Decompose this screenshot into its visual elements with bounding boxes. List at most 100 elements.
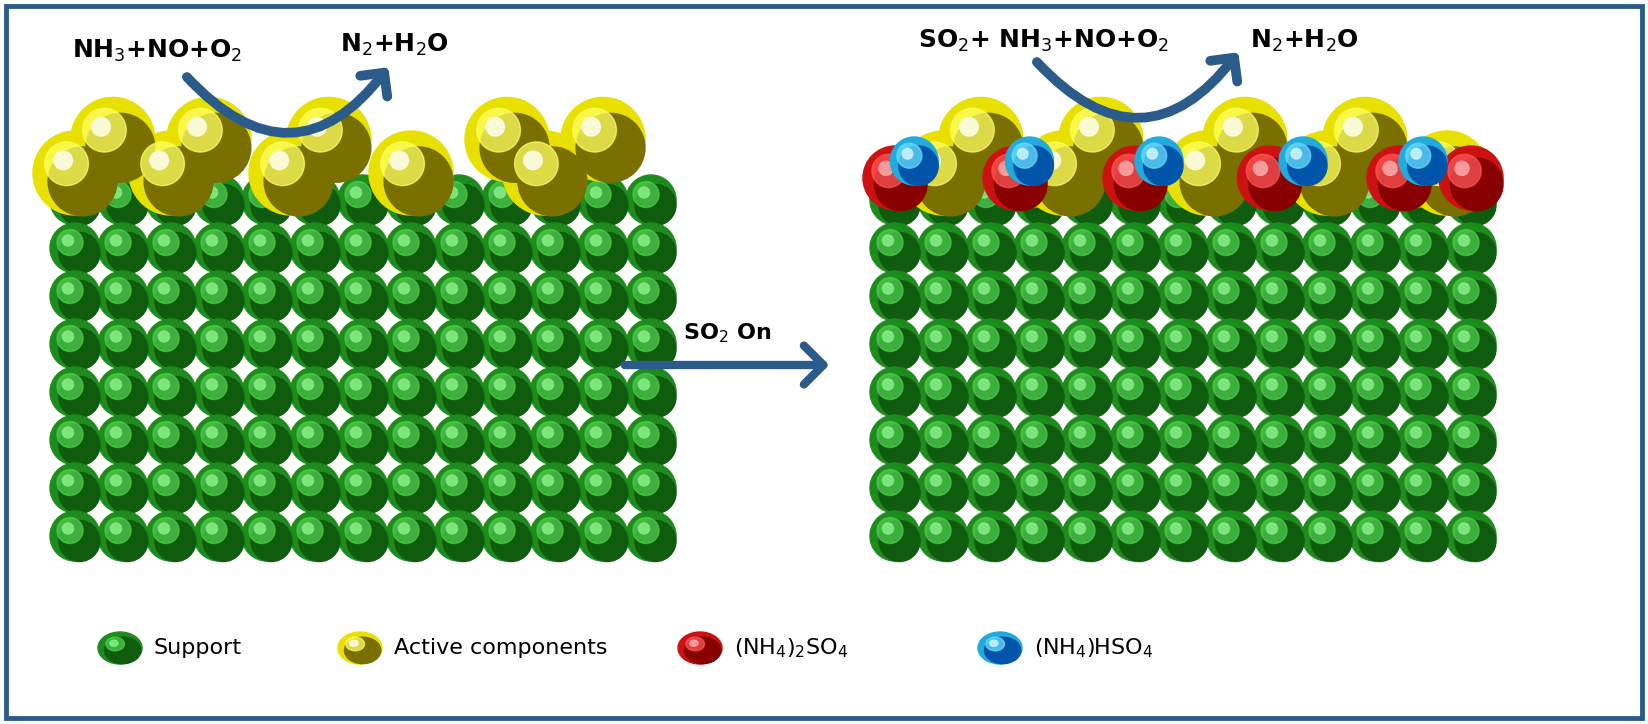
Circle shape <box>1142 143 1167 168</box>
Circle shape <box>931 235 941 246</box>
Circle shape <box>542 235 554 246</box>
Circle shape <box>1014 175 1065 225</box>
Circle shape <box>1111 223 1160 273</box>
Circle shape <box>634 376 676 418</box>
Circle shape <box>58 469 82 495</box>
Circle shape <box>97 415 148 465</box>
Circle shape <box>926 473 967 513</box>
Circle shape <box>1213 230 1239 256</box>
Circle shape <box>1070 230 1094 256</box>
Circle shape <box>972 230 999 256</box>
Circle shape <box>206 379 218 390</box>
Circle shape <box>1262 280 1304 321</box>
Circle shape <box>249 182 275 208</box>
Circle shape <box>465 98 549 182</box>
Circle shape <box>481 415 532 465</box>
Circle shape <box>1061 367 1112 417</box>
Circle shape <box>344 421 371 447</box>
Circle shape <box>1350 319 1401 369</box>
Circle shape <box>590 427 602 438</box>
Circle shape <box>1206 415 1256 465</box>
Circle shape <box>542 427 554 438</box>
Circle shape <box>926 280 967 321</box>
Circle shape <box>59 376 101 418</box>
Circle shape <box>1023 329 1065 369</box>
Circle shape <box>1458 523 1470 534</box>
Circle shape <box>242 415 292 465</box>
Circle shape <box>351 283 361 294</box>
Circle shape <box>1061 223 1112 273</box>
Circle shape <box>1312 185 1351 225</box>
Circle shape <box>578 463 628 513</box>
Circle shape <box>1411 331 1422 342</box>
Circle shape <box>290 175 339 225</box>
Circle shape <box>976 424 1017 466</box>
Circle shape <box>447 427 458 438</box>
Circle shape <box>166 98 250 182</box>
Circle shape <box>1254 367 1304 417</box>
Circle shape <box>979 331 989 342</box>
Circle shape <box>1445 319 1496 369</box>
Circle shape <box>97 319 148 369</box>
Circle shape <box>1017 148 1028 159</box>
Circle shape <box>308 117 326 136</box>
Circle shape <box>1167 329 1208 369</box>
Circle shape <box>392 374 419 400</box>
Circle shape <box>1356 469 1383 495</box>
Circle shape <box>1246 154 1279 188</box>
Circle shape <box>494 427 506 438</box>
Circle shape <box>1206 319 1256 369</box>
Ellipse shape <box>990 640 999 647</box>
Circle shape <box>194 511 244 561</box>
Circle shape <box>1312 521 1351 562</box>
Circle shape <box>82 109 127 152</box>
Circle shape <box>1014 463 1065 513</box>
Circle shape <box>249 374 275 400</box>
Circle shape <box>392 277 419 303</box>
Circle shape <box>626 463 676 513</box>
Circle shape <box>297 326 323 351</box>
Circle shape <box>918 415 967 465</box>
Circle shape <box>443 185 485 225</box>
Ellipse shape <box>986 637 1005 651</box>
Circle shape <box>1167 185 1208 225</box>
Circle shape <box>1111 271 1160 321</box>
Circle shape <box>97 367 148 417</box>
Circle shape <box>1417 142 1460 185</box>
Circle shape <box>489 182 514 208</box>
Circle shape <box>491 232 532 274</box>
Circle shape <box>147 367 196 417</box>
Circle shape <box>178 109 222 152</box>
Circle shape <box>351 523 361 534</box>
Circle shape <box>433 319 485 369</box>
Circle shape <box>578 415 628 465</box>
Circle shape <box>338 223 387 273</box>
Circle shape <box>926 185 967 225</box>
Circle shape <box>1279 137 1327 185</box>
Circle shape <box>976 185 1017 225</box>
Circle shape <box>110 331 122 342</box>
Circle shape <box>1309 469 1335 495</box>
Circle shape <box>391 151 409 169</box>
Circle shape <box>1022 326 1046 351</box>
Circle shape <box>1022 277 1046 303</box>
Circle shape <box>206 475 218 486</box>
Circle shape <box>1312 280 1351 321</box>
Circle shape <box>966 367 1017 417</box>
Circle shape <box>249 326 275 351</box>
Circle shape <box>242 319 292 369</box>
Circle shape <box>290 223 339 273</box>
Circle shape <box>587 280 628 321</box>
Circle shape <box>979 235 989 246</box>
Circle shape <box>1213 469 1239 495</box>
Circle shape <box>1071 185 1112 225</box>
Circle shape <box>976 521 1017 562</box>
Circle shape <box>1406 469 1430 495</box>
Circle shape <box>1406 421 1430 447</box>
Circle shape <box>254 427 265 438</box>
Circle shape <box>298 280 339 321</box>
Circle shape <box>242 271 292 321</box>
Circle shape <box>1315 475 1325 486</box>
Circle shape <box>1074 187 1086 198</box>
Circle shape <box>107 280 148 321</box>
